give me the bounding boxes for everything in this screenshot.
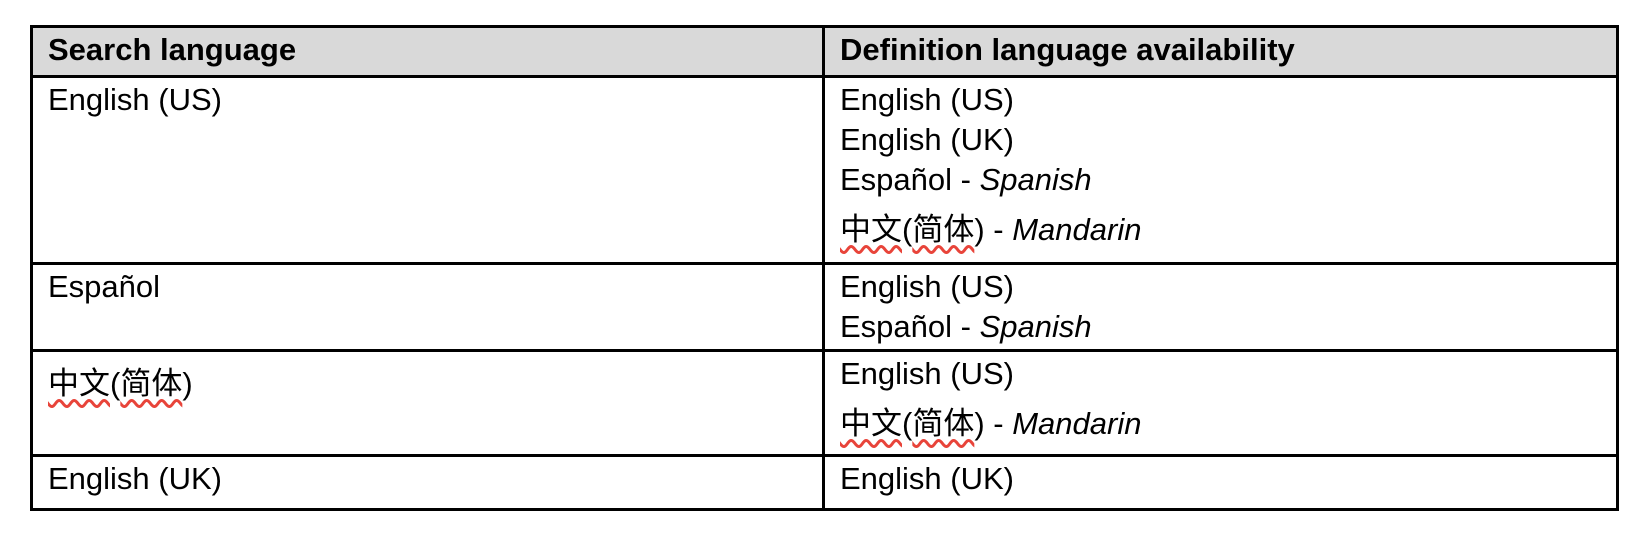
col-header-search-language: Search language xyxy=(30,25,825,78)
text-line: 中文(简体) - Mandarin xyxy=(840,402,1602,446)
text-line: 中文(简体) xyxy=(48,362,808,406)
definition-availability-cell[interactable]: English (UK) xyxy=(822,454,1619,511)
misspelled-text-segment: 中文 xyxy=(840,406,902,441)
text-line: Español xyxy=(48,267,808,307)
text-segment: English (US) xyxy=(840,356,1014,391)
text-line: English (UK) xyxy=(840,120,1602,160)
text-segment: ) - xyxy=(974,406,1013,441)
text-segment: English (UK) xyxy=(48,461,222,496)
definition-availability-cell[interactable]: English (US) English (UK) Español - Spanis… xyxy=(822,75,1619,265)
table-row: English (US) English (US) English (UK) Espa… xyxy=(30,75,1619,265)
text-segment: Spanish xyxy=(979,309,1092,344)
text-line: English (US) xyxy=(840,267,1602,307)
table-body: English (US) English (US) English (UK) Espa… xyxy=(30,75,1619,511)
search-language-cell[interactable]: 中文(简体) xyxy=(30,349,825,457)
col-header-definition-availability: Definition language availability xyxy=(822,25,1619,78)
header-row: Search language Definition language avai… xyxy=(30,25,1619,78)
text-line: 中文(简体) - Mandarin xyxy=(840,208,1602,252)
language-availability-table: Search language Definition language avai… xyxy=(30,25,1619,511)
text-segment: ( xyxy=(110,366,121,401)
text-segment: English (US) xyxy=(48,82,222,117)
text-segment: English (US) xyxy=(840,269,1014,304)
misspelled-text-segment: 简体 xyxy=(912,212,975,247)
misspelled-text-segment: 简体 xyxy=(912,406,975,441)
search-language-cell[interactable]: English (UK) xyxy=(30,454,825,511)
definition-availability-cell[interactable]: English (US) 中文(简体) - Mandarin xyxy=(822,349,1619,457)
text-segment: Spanish xyxy=(979,162,1092,197)
text-line: Español - Spanish xyxy=(840,160,1602,200)
definition-availability-cell[interactable]: English (US) Español - Spanish xyxy=(822,262,1619,352)
text-line: English (UK) xyxy=(840,459,1602,499)
text-line: Español - Spanish xyxy=(840,307,1602,347)
text-segment: ) - xyxy=(974,212,1013,247)
text-segment: ( xyxy=(902,406,913,441)
text-segment: Español - xyxy=(840,309,980,344)
table-row: 中文(简体) English (US) 中文(简体) - Mandarin xyxy=(30,349,1619,457)
search-language-cell[interactable]: English (US) xyxy=(30,75,825,265)
table-row: English (UK) English (UK) xyxy=(30,454,1619,511)
search-language-cell[interactable]: Español xyxy=(30,262,825,352)
text-line: English (US) xyxy=(48,80,808,120)
text-segment: Mandarin xyxy=(1012,212,1142,247)
misspelled-text-segment: 中文 xyxy=(48,366,110,401)
text-segment: Español xyxy=(48,269,161,304)
text-segment: English (US) xyxy=(840,82,1014,117)
text-line: English (US) xyxy=(840,354,1602,394)
document-page: Search language Definition language avai… xyxy=(30,25,1619,511)
table-row: Español English (US) Español - Spanish xyxy=(30,262,1619,352)
text-segment: ( xyxy=(902,212,913,247)
text-segment: ) xyxy=(182,366,193,401)
table-header: Search language Definition language avai… xyxy=(30,25,1619,78)
text-line: English (UK) xyxy=(48,459,808,499)
text-segment: Español - xyxy=(840,162,980,197)
misspelled-text-segment: 中文 xyxy=(840,212,902,247)
text-segment: English (UK) xyxy=(840,122,1014,157)
text-segment: English (UK) xyxy=(840,461,1014,496)
misspelled-text-segment: 简体 xyxy=(120,366,183,401)
text-line: English (US) xyxy=(840,80,1602,120)
text-segment: Mandarin xyxy=(1012,406,1142,441)
